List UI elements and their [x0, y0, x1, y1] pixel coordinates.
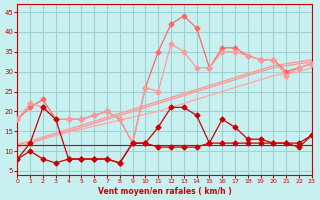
- X-axis label: Vent moyen/en rafales ( km/h ): Vent moyen/en rafales ( km/h ): [98, 187, 231, 196]
